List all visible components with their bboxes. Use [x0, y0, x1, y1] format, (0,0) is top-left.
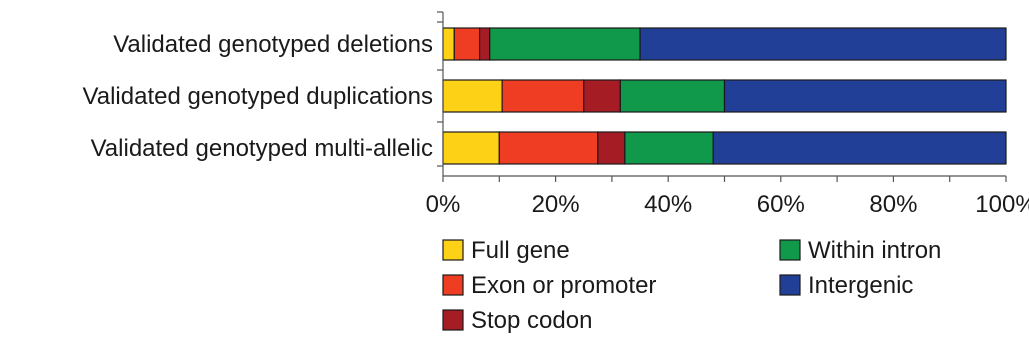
bars-group: [442, 27, 1007, 165]
x-tick-label-20: 20%: [532, 191, 580, 218]
legend-swatch-intergenic: [779, 274, 801, 296]
category-label-3: Validated genotyped multi-allelic: [91, 135, 433, 162]
bar-segment-full-gene-2: [442, 79, 503, 113]
legend-swatch-stop-codon: [442, 309, 464, 331]
bar-segment-full-gene-1: [442, 27, 455, 61]
legend-swatch-full-gene: [442, 239, 464, 261]
bar-segment-stop-codon-2: [583, 79, 621, 113]
bar-segment-within-intron-2: [619, 79, 726, 113]
category-labels: Validated genotyped deletions Validated g…: [83, 31, 433, 162]
bar-segment-exon-or-promoter-3: [498, 131, 599, 165]
x-tick-label-100: 100%: [975, 191, 1029, 218]
bar-segment-stop-codon-3: [597, 131, 626, 165]
bar-segment-exon-or-promoter-2: [501, 79, 585, 113]
x-tick-label-80: 80%: [869, 191, 917, 218]
bar-segment-within-intron-3: [624, 131, 714, 165]
legend-label-exon-or-promoter: Exon or promoter: [471, 272, 656, 299]
legend-swatch-within-intron: [779, 239, 801, 261]
legend: Full gene Exon or promoter Stop codon Withi…: [442, 237, 941, 334]
bar-segment-exon-or-promoter-1: [453, 27, 481, 61]
legend-label-full-gene: Full gene: [471, 237, 570, 264]
category-label-1: Validated genotyped deletions: [113, 31, 433, 58]
bar-segment-within-intron-1: [489, 27, 641, 61]
legend-swatch-exon-or-promoter: [442, 274, 464, 296]
category-label-2: Validated genotyped duplications: [83, 83, 433, 110]
bar-segment-full-gene-3: [442, 131, 500, 165]
bar-segment-stop-codon-1: [478, 27, 491, 61]
legend-label-intergenic: Intergenic: [808, 272, 913, 299]
bar-segment-intergenic-3: [712, 131, 1007, 165]
legend-label-within-intron: Within intron: [808, 237, 941, 264]
legend-label-stop-codon: Stop codon: [471, 307, 592, 334]
x-axis: 0% 20% 40% 60% 80% 100%: [426, 11, 1029, 218]
x-tick-label-60: 60%: [757, 191, 805, 218]
x-tick-label-0: 0%: [426, 191, 461, 218]
bar-segment-intergenic-1: [639, 27, 1007, 61]
bar-segment-intergenic-2: [723, 79, 1007, 113]
x-tick-label-40: 40%: [644, 191, 692, 218]
